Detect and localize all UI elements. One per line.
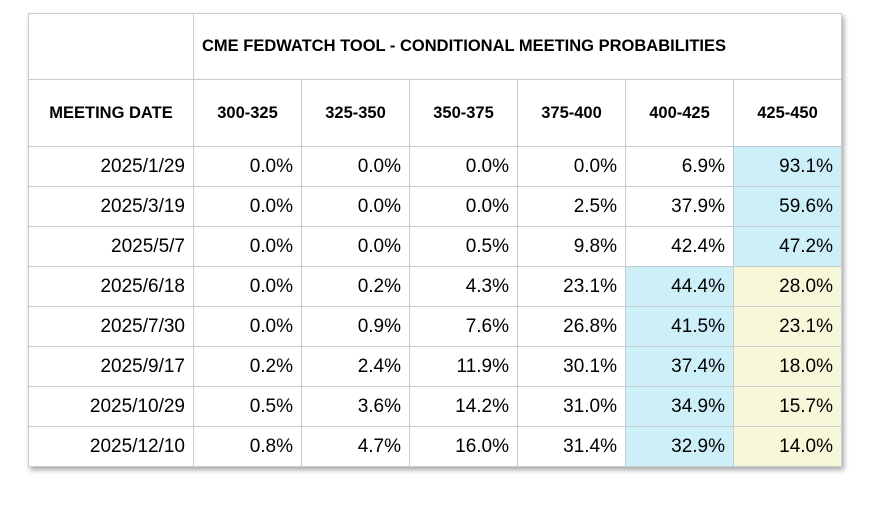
probability-cell: 16.0% — [409, 426, 518, 467]
title-row: CME FEDWATCH TOOL - CONDITIONAL MEETING … — [28, 13, 842, 80]
probability-cell: 4.3% — [409, 266, 518, 307]
probability-cell: 23.1% — [517, 266, 626, 307]
probability-cell: 2.4% — [301, 346, 410, 387]
meeting-date: 2025/5/7 — [28, 226, 194, 267]
probability-cell: 0.0% — [193, 146, 302, 187]
probability-cell: 34.9% — [625, 386, 734, 427]
probability-cell: 0.0% — [301, 146, 410, 187]
probability-cell: 14.2% — [409, 386, 518, 427]
probability-cell: 31.4% — [517, 426, 626, 467]
probability-cell: 93.1% — [733, 146, 842, 187]
probability-cell: 6.9% — [625, 146, 734, 187]
meeting-date: 2025/6/18 — [28, 266, 194, 307]
probability-cell: 2.5% — [517, 186, 626, 227]
probability-cell: 0.0% — [301, 226, 410, 267]
meeting-date: 2025/12/10 — [28, 426, 194, 467]
meeting-date: 2025/7/30 — [28, 306, 194, 347]
probability-cell: 0.0% — [301, 186, 410, 227]
probability-cell: 14.0% — [733, 426, 842, 467]
probability-cell: 44.4% — [625, 266, 734, 307]
probability-cell: 26.8% — [517, 306, 626, 347]
column-header: 375-400 — [517, 79, 626, 147]
probability-cell: 59.6% — [733, 186, 842, 227]
probability-cell: 30.1% — [517, 346, 626, 387]
probability-cell: 0.8% — [193, 426, 302, 467]
probability-cell: 0.0% — [193, 306, 302, 347]
probability-cell: 0.2% — [301, 266, 410, 307]
data-row: 2025/5/7 0.0% 0.0% 0.5% 9.8% 42.4% 47.2% — [28, 226, 842, 267]
probability-cell: 23.1% — [733, 306, 842, 347]
probability-cell: 32.9% — [625, 426, 734, 467]
column-header: 325-350 — [301, 79, 410, 147]
data-row: 2025/6/18 0.0% 0.2% 4.3% 23.1% 44.4% 28.0% — [28, 266, 842, 307]
probability-cell: 0.2% — [193, 346, 302, 387]
data-row: 2025/9/17 0.2% 2.4% 11.9% 30.1% 37.4% 18.0% — [28, 346, 842, 387]
column-header: MEETING DATE — [28, 79, 194, 147]
probability-cell: 31.0% — [517, 386, 626, 427]
probability-cell: 0.0% — [517, 146, 626, 187]
probability-cell: 47.2% — [733, 226, 842, 267]
column-header: 425-450 — [733, 79, 842, 147]
meeting-date: 2025/1/29 — [28, 146, 194, 187]
data-row: 2025/1/29 0.0% 0.0% 0.0% 0.0% 6.9% 93.1% — [28, 146, 842, 187]
probability-cell: 15.7% — [733, 386, 842, 427]
probability-cell: 28.0% — [733, 266, 842, 307]
probability-table: CME FEDWATCH TOOL - CONDITIONAL MEETING … — [28, 13, 842, 467]
data-row: 2025/10/29 0.5% 3.6% 14.2% 31.0% 34.9% 15.7% — [28, 386, 842, 427]
probability-cell: 0.5% — [409, 226, 518, 267]
column-header: 350-375 — [409, 79, 518, 147]
probability-cell: 7.6% — [409, 306, 518, 347]
meeting-date: 2025/3/19 — [28, 186, 194, 227]
column-header: 400-425 — [625, 79, 734, 147]
column-header: 300-325 — [193, 79, 302, 147]
probability-cell: 3.6% — [301, 386, 410, 427]
probability-cell: 0.9% — [301, 306, 410, 347]
data-row: 2025/7/30 0.0% 0.9% 7.6% 26.8% 41.5% 23.1% — [28, 306, 842, 347]
header-row: MEETING DATE 300-325 325-350 350-375 375-400… — [28, 79, 842, 147]
probability-cell: 0.0% — [409, 146, 518, 187]
probability-cell: 42.4% — [625, 226, 734, 267]
probability-cell: 37.9% — [625, 186, 734, 227]
probability-cell: 41.5% — [625, 306, 734, 347]
probability-cell: 4.7% — [301, 426, 410, 467]
probability-cell: 18.0% — [733, 346, 842, 387]
meeting-date: 2025/9/17 — [28, 346, 194, 387]
probability-cell: 0.0% — [409, 186, 518, 227]
probability-cell: 0.0% — [193, 186, 302, 227]
probability-cell: 0.5% — [193, 386, 302, 427]
probability-cell: 9.8% — [517, 226, 626, 267]
data-row: 2025/3/19 0.0% 0.0% 0.0% 2.5% 37.9% 59.6% — [28, 186, 842, 227]
table-title: CME FEDWATCH TOOL - CONDITIONAL MEETING … — [193, 13, 842, 80]
probability-cell: 37.4% — [625, 346, 734, 387]
meeting-date: 2025/10/29 — [28, 386, 194, 427]
probability-cell: 0.0% — [193, 226, 302, 267]
data-row: 2025/12/10 0.8% 4.7% 16.0% 31.4% 32.9% 14.0% — [28, 426, 842, 467]
corner-cell — [28, 13, 194, 80]
probability-cell: 0.0% — [193, 266, 302, 307]
probability-cell: 11.9% — [409, 346, 518, 387]
